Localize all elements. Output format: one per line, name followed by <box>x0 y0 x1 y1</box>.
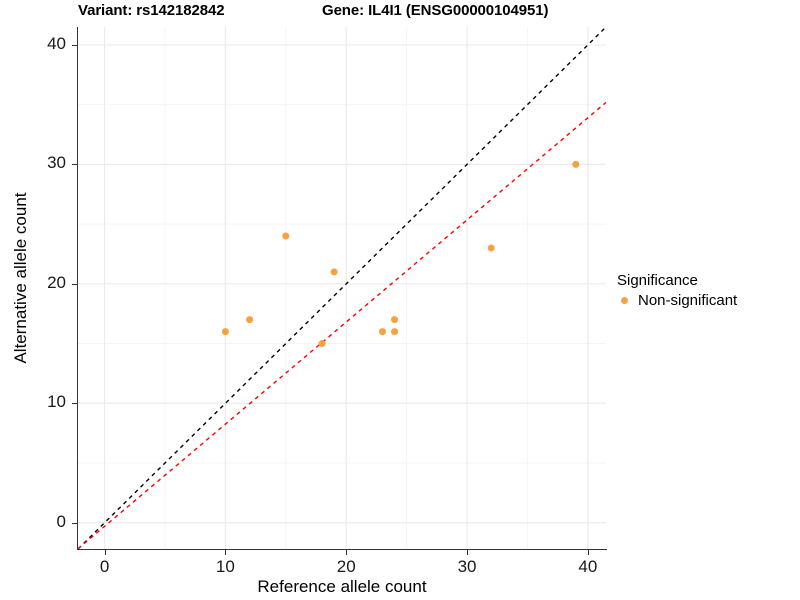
data-point <box>391 328 399 336</box>
x-axis-tick-label: 40 <box>578 557 598 576</box>
y-axis-tick <box>72 44 77 46</box>
y-axis-tick <box>72 403 77 405</box>
plot-canvas <box>78 27 606 549</box>
y-axis-tick-label: 10 <box>47 392 66 412</box>
plot-panel <box>78 27 606 549</box>
data-point <box>391 316 399 324</box>
y-axis-tick <box>72 283 77 285</box>
legend: Significance Non-significant <box>617 272 797 309</box>
data-point <box>330 268 338 276</box>
data-point <box>221 328 229 336</box>
x-axis-tick-label: 20 <box>336 557 356 576</box>
data-point <box>572 160 580 168</box>
identity-line <box>78 27 606 549</box>
x-axis-line <box>77 549 607 550</box>
x-axis-title: Reference allele count <box>257 577 427 596</box>
y-axis-title: Alternative allele count <box>11 192 30 364</box>
variant-title: Variant: rs142182842 <box>78 2 225 19</box>
x-axis-tick <box>104 550 106 555</box>
legend-title: Significance <box>617 272 698 289</box>
legend-item-label: Non-significant <box>638 292 738 309</box>
legend-dot <box>621 297 628 304</box>
y-axis-line <box>77 27 78 550</box>
data-point <box>318 340 326 348</box>
x-axis-tick <box>467 550 469 555</box>
data-point <box>378 328 386 336</box>
gene-title: Gene: IL4I1 (ENSG00000104951) <box>322 2 549 19</box>
x-axis-tick <box>225 550 227 555</box>
x-axis-tick <box>587 550 589 555</box>
x-axis-tick-label: 10 <box>215 557 235 576</box>
data-point <box>246 316 254 324</box>
legend-item[interactable]: Non-significant <box>617 292 797 309</box>
fit-line <box>78 101 606 549</box>
x-axis-tick <box>346 550 348 555</box>
y-axis-tick <box>72 164 77 166</box>
x-axis-tick-label: 0 <box>99 557 110 576</box>
y-axis-tick-label: 0 <box>56 511 66 531</box>
y-axis-tick-label: 20 <box>47 272 66 292</box>
legend-items: Non-significant <box>617 292 797 309</box>
y-axis-tick-label: 40 <box>47 33 66 53</box>
data-point <box>282 232 290 240</box>
legend-marker-circle-icon <box>617 293 632 308</box>
y-axis-tick-label: 30 <box>47 153 66 173</box>
chart-title-row: Variant: rs142182842 Gene: IL4I1 (ENSG00… <box>78 2 688 24</box>
y-axis-tick <box>72 522 77 524</box>
x-axis-tick-label: 30 <box>457 557 477 576</box>
data-point <box>487 244 495 252</box>
